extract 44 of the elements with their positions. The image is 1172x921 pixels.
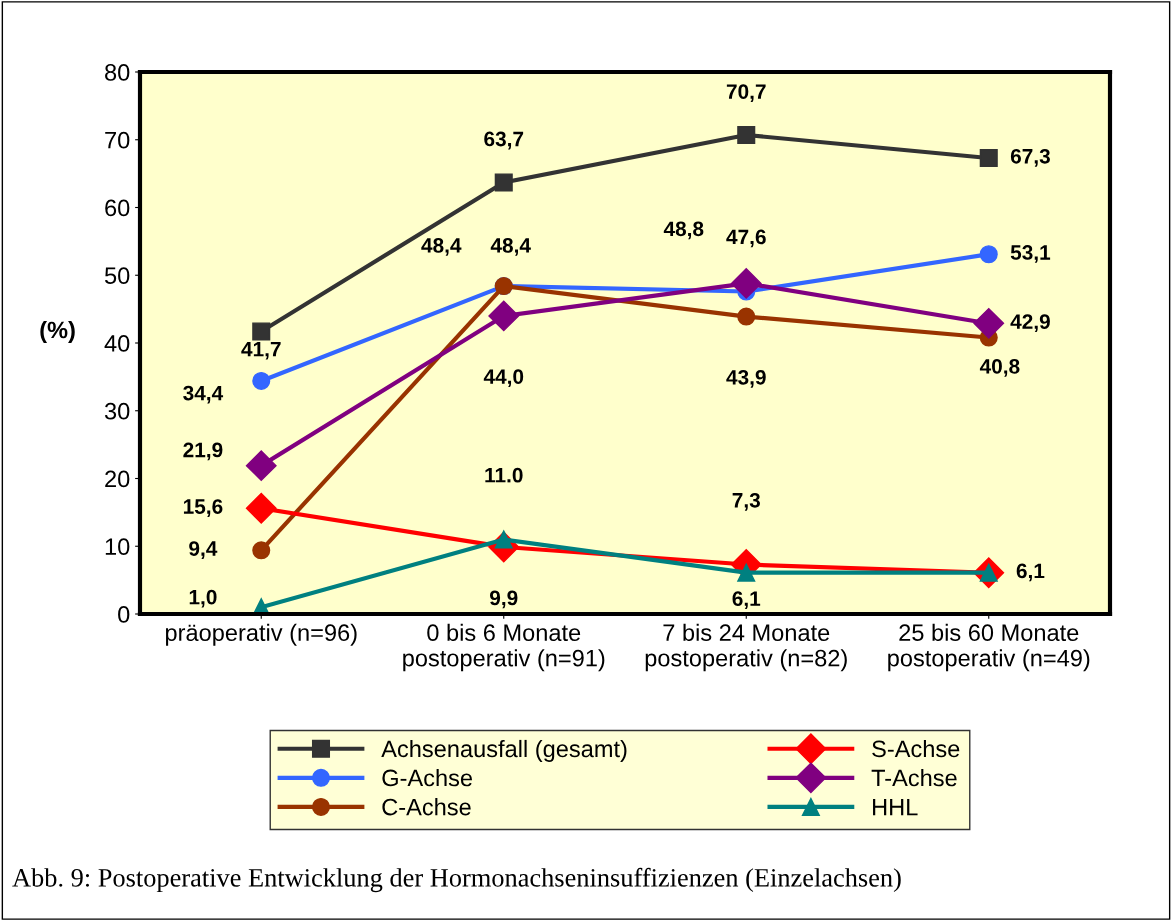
y-tick-label: 70: [105, 131, 130, 149]
data-label: 21,9: [183, 442, 223, 461]
legend-label: S-Achse: [872, 739, 960, 758]
y-tick-label: 0: [118, 606, 130, 623]
legend-label: Achsenausfall (gesamt): [381, 739, 627, 762]
data-label: 63,7: [484, 131, 524, 150]
legend-label: C-Achse: [382, 798, 471, 816]
data-label: 53,1: [1010, 245, 1051, 263]
data-label: 1,0: [189, 589, 217, 608]
y-tick-label: 80: [105, 64, 130, 81]
y-tick-label: 30: [104, 402, 130, 420]
data-label: 48,4: [421, 238, 462, 256]
legend-label: T-Achse: [871, 768, 957, 787]
y-tick-label: 40: [104, 335, 130, 352]
data-label: 9,9: [489, 590, 518, 609]
data-label: 6,1: [1016, 563, 1045, 582]
x-tick-label: 7 bis 24 Monate postoperativ (n=82): [645, 623, 847, 672]
y-tick-label: 50: [104, 267, 130, 285]
caption: Abb. 9: Postoperative Entwicklung der Hormonachseninsuffizienzen (Einzelachsen): [12, 867, 901, 893]
data-label: 15,6: [183, 499, 223, 517]
data-label: 44,0: [483, 369, 524, 388]
y-tick-label: 60: [105, 199, 130, 217]
data-label: 11.0: [485, 467, 523, 483]
x-tick-label: 25 bis 60 Monate postoperativ (n=49): [888, 623, 1090, 672]
data-label: 34,4: [183, 385, 224, 404]
data-label: 40,8: [979, 358, 1020, 377]
x-tick-label: 0 bis 6 Monate postoperativ (n=91): [403, 623, 605, 672]
data-label: 48,4: [490, 238, 531, 256]
data-label: 43,9: [726, 369, 766, 388]
legend-label: G-Achse: [382, 768, 472, 787]
data-label: 67,3: [1010, 148, 1050, 167]
data-label: 41,7: [241, 341, 281, 360]
y-axis-title: (%): [40, 320, 75, 343]
data-label: 7,3: [732, 492, 760, 511]
legend-label: HHL: [873, 798, 918, 816]
data-label: 42,9: [1010, 314, 1050, 332]
y-tick-label: 20: [105, 470, 130, 488]
data-label: 70,7: [726, 84, 766, 102]
data-label: 9,4: [189, 541, 218, 559]
data-label: 6,1: [732, 591, 761, 610]
data-label: 48,8: [663, 221, 704, 240]
y-tick-label: 10: [105, 538, 130, 556]
data-label: 47,6: [726, 229, 766, 248]
x-tick-label: präoperativ (n=96): [165, 623, 357, 646]
